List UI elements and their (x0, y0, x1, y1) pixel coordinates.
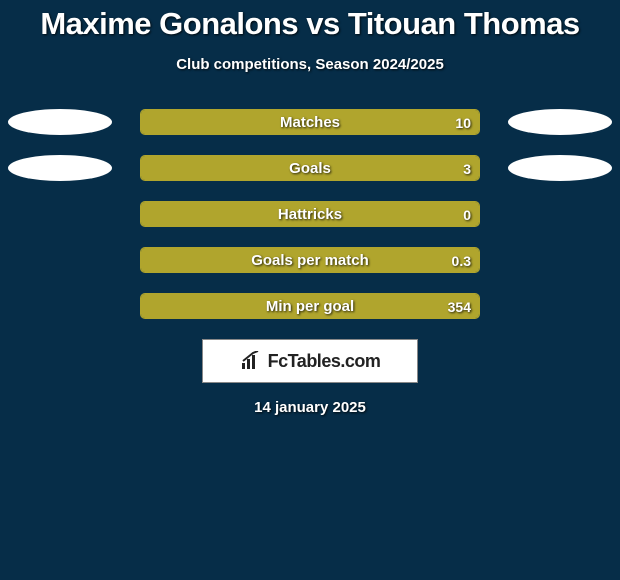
stat-bar: Goals per match0.3 (140, 247, 480, 273)
stat-row: Matches10 (0, 109, 620, 135)
stat-value: 0 (463, 202, 471, 227)
stat-row: Hattricks0 (0, 201, 620, 227)
chart-icon (240, 351, 262, 371)
stat-label: Matches (141, 110, 479, 135)
stat-value: 354 (448, 294, 471, 319)
stat-label: Min per goal (141, 294, 479, 319)
stat-value: 3 (463, 156, 471, 181)
stat-value: 0.3 (452, 248, 471, 273)
player-a-marker (8, 155, 112, 181)
player-a-marker (8, 109, 112, 135)
player-b-marker (508, 109, 612, 135)
logo-text: FcTables.com (268, 351, 381, 372)
stat-bar: Matches10 (140, 109, 480, 135)
comparison-title: Maxime Gonalons vs Titouan Thomas (0, 0, 620, 42)
player-b-name: Titouan Thomas (348, 6, 580, 41)
stat-row: Goals per match0.3 (0, 247, 620, 273)
stat-bar: Min per goal354 (140, 293, 480, 319)
vs-label: vs (306, 6, 339, 41)
snapshot-date: 14 january 2025 (0, 399, 620, 416)
stat-bar: Hattricks0 (140, 201, 480, 227)
stat-label: Goals per match (141, 248, 479, 273)
stat-bar: Goals3 (140, 155, 480, 181)
player-b-marker (508, 155, 612, 181)
fctables-logo[interactable]: FcTables.com (202, 339, 418, 383)
stat-label: Hattricks (141, 202, 479, 227)
season-subtitle: Club competitions, Season 2024/2025 (0, 56, 620, 73)
stat-row: Goals3 (0, 155, 620, 181)
stat-value: 10 (455, 110, 471, 135)
stat-label: Goals (141, 156, 479, 181)
stat-row: Min per goal354 (0, 293, 620, 319)
stats-container: Matches10 Goals3 Hattricks0 Goals per match… (0, 109, 620, 319)
player-a-name: Maxime Gonalons (40, 6, 298, 41)
